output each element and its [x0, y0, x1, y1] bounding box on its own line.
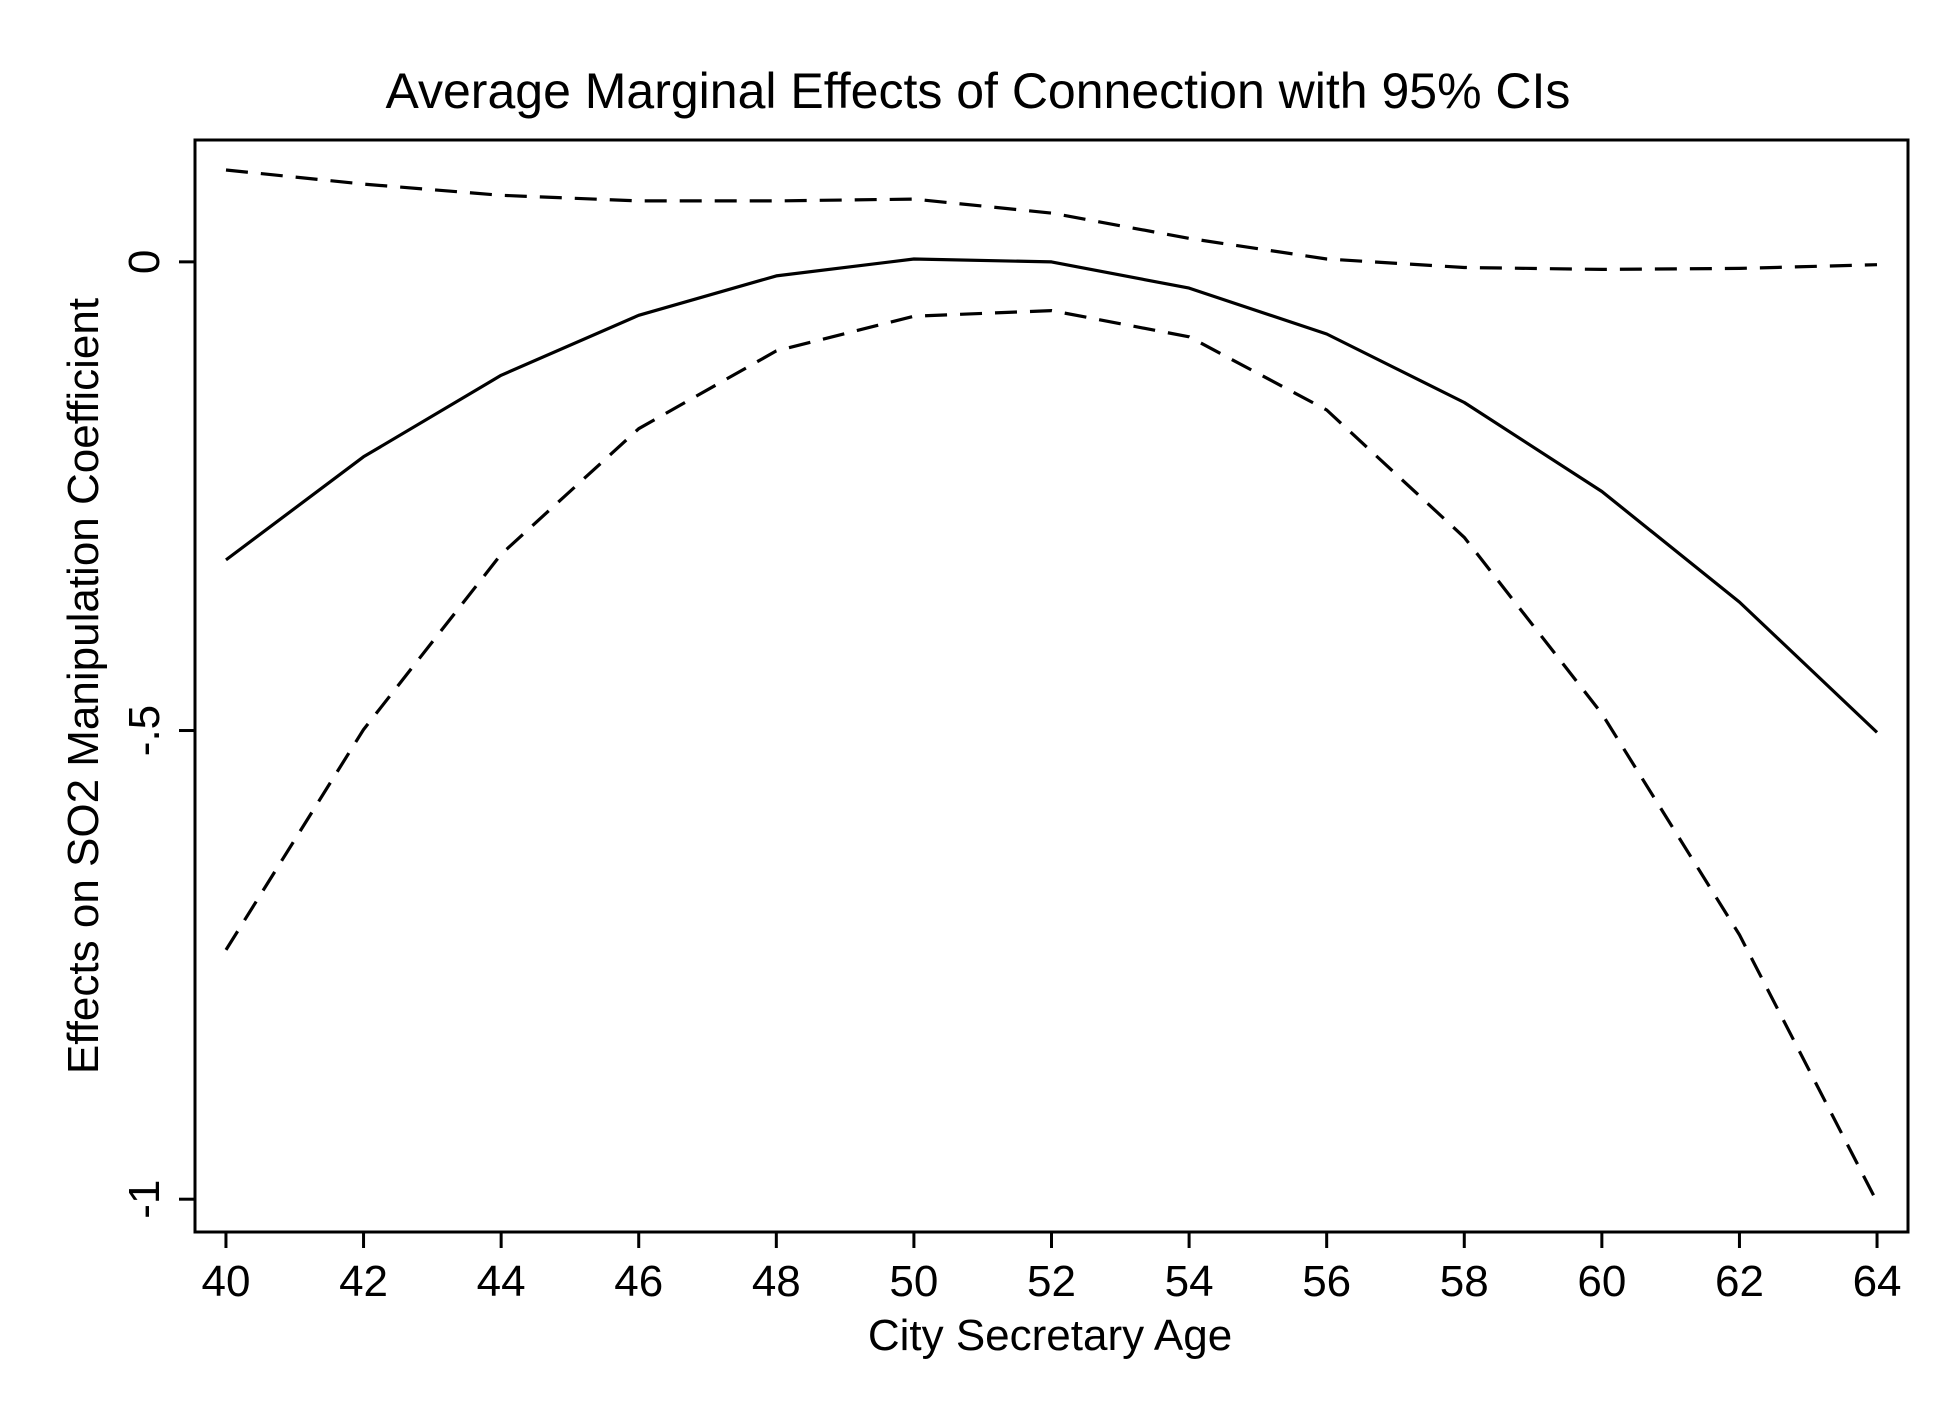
y-axis: 0 -.5 -1 — [120, 250, 195, 1219]
ci-dashed-line-2 — [224, 309, 1879, 1203]
x-tick-label-64: 64 — [1853, 1257, 1902, 1306]
y-tick-label--1: -1 — [120, 1180, 169, 1219]
x-tick-label-56: 56 — [1302, 1257, 1351, 1306]
y-axis-label: Effects on SO2 Manipulation Coefficient — [59, 298, 108, 1074]
x-tick-label-42: 42 — [339, 1257, 388, 1306]
y-tick-label-0: 0 — [120, 250, 169, 274]
x-tick-label-60: 60 — [1577, 1257, 1626, 1306]
series-layer — [224, 168, 1879, 1203]
x-axis-label: City Secretary Age — [868, 1311, 1232, 1360]
x-tick-label-50: 50 — [889, 1257, 938, 1306]
x-axis: 40 42 44 46 48 50 52 54 56 58 60 62 64 — [201, 1232, 1902, 1306]
solid-line-0 — [225, 257, 1879, 734]
x-tick-label-44: 44 — [477, 1257, 526, 1306]
x-tick-label-52: 52 — [1027, 1257, 1076, 1306]
chart-title: Average Marginal Effects of Connection w… — [386, 63, 1571, 119]
x-tick-label-58: 58 — [1440, 1257, 1489, 1306]
y-tick-label--.5: -.5 — [120, 705, 169, 756]
x-tick-label-54: 54 — [1165, 1257, 1214, 1306]
x-tick-label-46: 46 — [614, 1257, 663, 1306]
x-tick-label-48: 48 — [752, 1257, 801, 1306]
ci-dashed-line-1 — [225, 168, 1878, 271]
plot-frame — [193, 138, 1910, 1234]
x-tick-label-62: 62 — [1715, 1257, 1764, 1306]
x-tick-label-40: 40 — [201, 1257, 250, 1306]
